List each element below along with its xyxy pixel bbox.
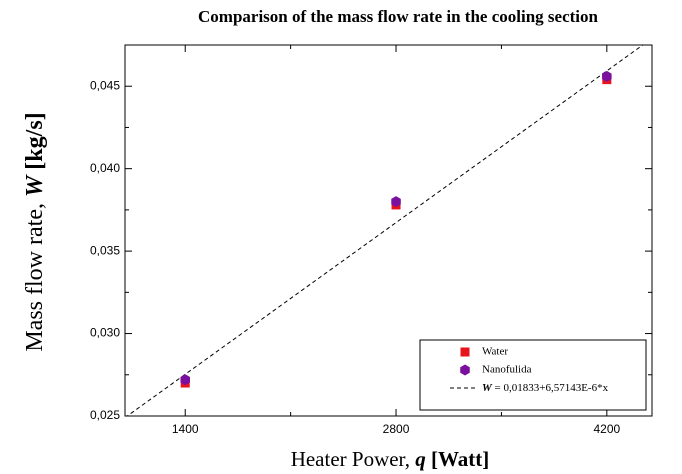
x-tick-label: 2800 — [383, 422, 410, 436]
x-axis-label: Heater Power, q [Watt] — [291, 447, 490, 471]
fit-line — [126, 45, 644, 416]
x-tick-label: 4200 — [593, 422, 620, 436]
x-label-unit: [Watt] — [426, 447, 490, 471]
legend-label: Nanofulida — [482, 364, 532, 376]
legend-fit-symbol: W — [482, 382, 493, 394]
legend-fit-name: = 0,01833+6,57143E-6*x — [492, 382, 609, 394]
y-tick-label: 0,030 — [90, 326, 120, 340]
y-tick-label: 0,025 — [90, 408, 120, 422]
x-label-symbol: q — [415, 447, 426, 471]
marker-square — [460, 347, 470, 357]
x-label-text: Heater Power, — [291, 447, 416, 471]
y-label-unit: [kg/s] — [22, 112, 48, 175]
x-tick-label: 1400 — [172, 422, 199, 436]
marker-hexagon — [602, 70, 612, 82]
legend-label: Water — [482, 346, 508, 358]
marker-hexagon — [391, 196, 401, 208]
marker-hexagon — [180, 374, 190, 386]
y-label-text: Mass flow rate, — [22, 197, 48, 352]
y-tick-label: 0,035 — [90, 243, 120, 257]
legend-box — [419, 339, 647, 411]
legend-fit-label: W = 0,01833+6,57143E-6*x — [482, 382, 609, 394]
y-tick-label: 0,040 — [90, 161, 120, 175]
chart-title: Comparison of the mass flow rate in the … — [198, 7, 598, 26]
marker-hexagon — [460, 364, 470, 376]
plot-frame — [124, 44, 653, 417]
y-label-symbol: W — [22, 174, 48, 197]
y-axis-label: Mass flow rate, W [kg/s] — [22, 112, 48, 351]
y-tick-label: 0,045 — [90, 78, 120, 92]
